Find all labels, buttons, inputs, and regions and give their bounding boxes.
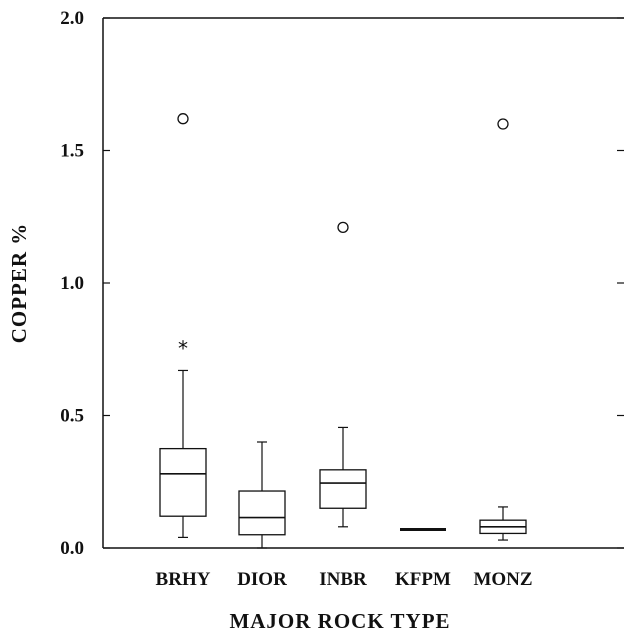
outlier-circle xyxy=(337,221,349,234)
x-axis-title: MAJOR ROCK TYPE xyxy=(229,609,450,633)
y-tick-label: 1.0 xyxy=(60,273,84,294)
y-tick-label: 0.0 xyxy=(60,538,84,559)
box-series: * xyxy=(159,113,527,549)
outlier-circle xyxy=(177,113,189,125)
y-axis-title: COPPER % xyxy=(7,223,31,344)
y-tick-label: 1.5 xyxy=(60,141,84,162)
box-inbr xyxy=(319,221,367,528)
x-tick-label: INBR xyxy=(319,569,367,590)
y-axis: 0.0 0.5 1.0 1.5 2.0 xyxy=(60,8,624,559)
x-tick-label: DIOR xyxy=(237,569,287,590)
y-tick-label: 0.5 xyxy=(60,406,84,427)
x-tick-label: BRHY xyxy=(156,569,211,590)
x-axis: BRHY DIOR INBR KFPM MONZ xyxy=(156,569,533,590)
box-iqr xyxy=(238,490,286,536)
box-monz xyxy=(479,118,527,541)
box-brhy: * xyxy=(159,113,207,539)
outlier-circle xyxy=(497,118,509,130)
outlier-star: * xyxy=(178,337,188,361)
box-dior xyxy=(238,441,286,549)
box-iqr xyxy=(159,447,207,517)
box-iqr xyxy=(319,469,367,509)
y-tick-label: 2.0 xyxy=(60,8,84,29)
x-tick-label: KFPM xyxy=(395,569,451,590)
x-tick-label: MONZ xyxy=(473,569,532,590)
